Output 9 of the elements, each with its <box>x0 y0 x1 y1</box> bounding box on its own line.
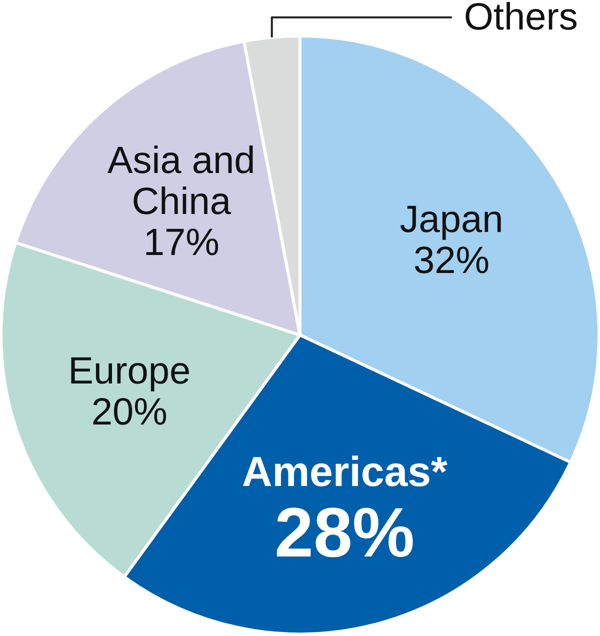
data-label: 32% <box>413 240 490 282</box>
slice-label: Others <box>464 0 578 38</box>
data-label: 17% <box>143 222 220 264</box>
data-label: 28% <box>274 494 415 572</box>
slice-label: Asia and China <box>107 140 256 224</box>
slice-label: Japan <box>400 199 504 242</box>
slice-label: Americas* <box>242 448 448 496</box>
data-label: 20% <box>91 392 168 434</box>
slice-label: Europe <box>68 350 191 393</box>
